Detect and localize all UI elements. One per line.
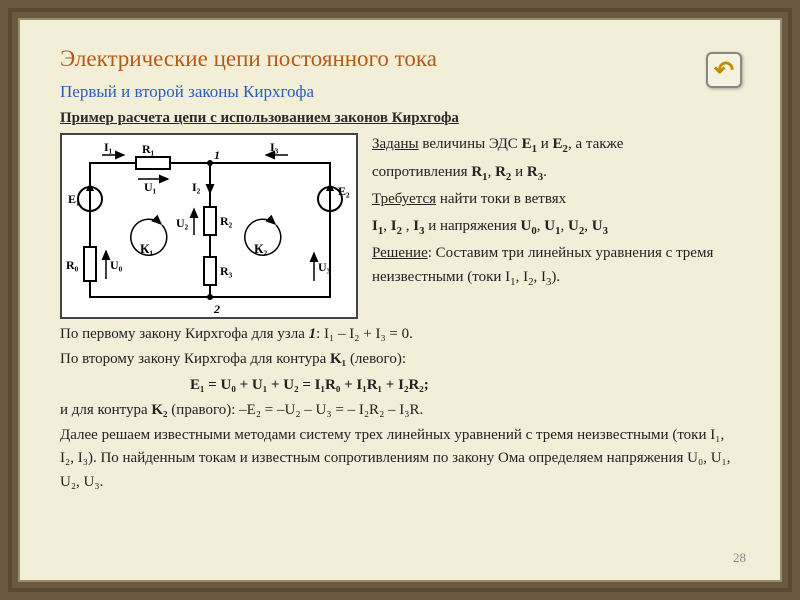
- e2-label: E₂: [338, 184, 350, 198]
- final-paragraph: Далее решаем известными методами систему…: [60, 424, 740, 494]
- given-label: Заданы: [372, 136, 419, 152]
- node-2-label: 2: [213, 302, 220, 316]
- u1-label: U₁: [144, 180, 157, 194]
- r2-label: R₂: [220, 214, 233, 228]
- i1-label: I₁: [104, 140, 113, 154]
- i2-label: I₂: [192, 180, 201, 194]
- content-row: 1 2 R₁ U₁ E₁ R₀: [60, 133, 740, 319]
- back-button[interactable]: ↶: [706, 52, 742, 88]
- body-text: По первому закону Кирхгофа для узла 1: I…: [60, 323, 740, 494]
- u3-label: U₃: [318, 260, 331, 274]
- outer-frame: ↶ Электрические цепи постоянного тока Пе…: [8, 8, 792, 592]
- required-label: Требуется: [372, 191, 436, 207]
- eq-k1: E₁ = U₀ + U₁ + U₂ = I₁R₀ + I₁R₁ + I₂R₂;: [190, 377, 429, 393]
- u2-label: U₂: [176, 216, 189, 230]
- r3-label: R₃: [220, 264, 233, 278]
- slide-panel: ↶ Электрические цепи постоянного тока Пе…: [18, 18, 782, 582]
- page-title: Электрические цепи постоянного тока: [60, 46, 740, 72]
- example-heading: Пример расчета цепи с использованием зак…: [60, 110, 740, 127]
- circuit-diagram: 1 2 R₁ U₁ E₁ R₀: [60, 133, 358, 319]
- page-number: 28: [733, 550, 746, 566]
- side-text: Заданы величины ЭДС Е1 и Е2, а также соп…: [372, 133, 740, 319]
- node-1-label: 1: [214, 148, 220, 162]
- page-subtitle: Первый и второй законы Кирхгофа: [60, 82, 740, 102]
- r0-label: R₀: [66, 258, 79, 272]
- k2-label: К₂: [254, 241, 267, 256]
- r1-label: R₁: [142, 142, 155, 156]
- k1-label: К₁: [140, 241, 153, 256]
- back-arrow-icon: ↶: [714, 56, 734, 85]
- u0-label: U₀: [110, 258, 123, 272]
- i3-label: I₃: [270, 140, 279, 154]
- solution-label: Решение: [372, 245, 428, 261]
- circuit-svg: 1 2 R₁ U₁ E₁ R₀: [62, 135, 360, 321]
- e1-label: E₁: [68, 192, 80, 206]
